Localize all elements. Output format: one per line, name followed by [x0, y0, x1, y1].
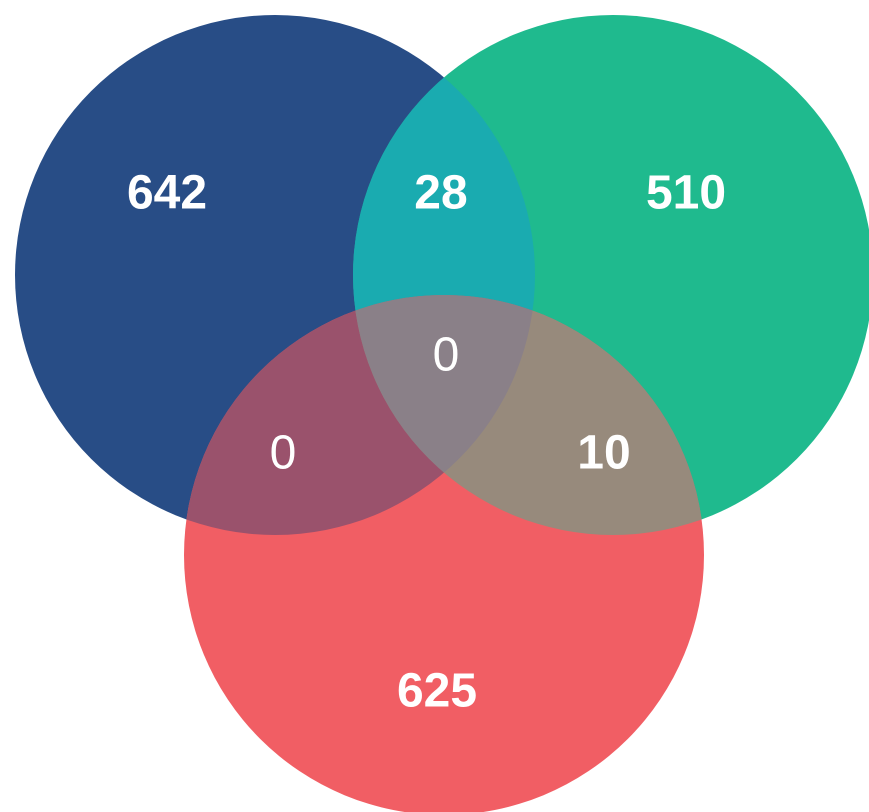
label-bc-only: 10 [577, 427, 630, 480]
label-ac-only: 0 [270, 427, 297, 480]
label-abc: 0 [433, 329, 460, 382]
label-ab-only: 28 [414, 167, 467, 220]
overlap-ac [184, 295, 535, 535]
label-c-only: 625 [397, 665, 477, 718]
label-b-only: 510 [646, 167, 726, 220]
overlap-bc [353, 295, 704, 535]
label-a-only: 642 [127, 167, 207, 220]
